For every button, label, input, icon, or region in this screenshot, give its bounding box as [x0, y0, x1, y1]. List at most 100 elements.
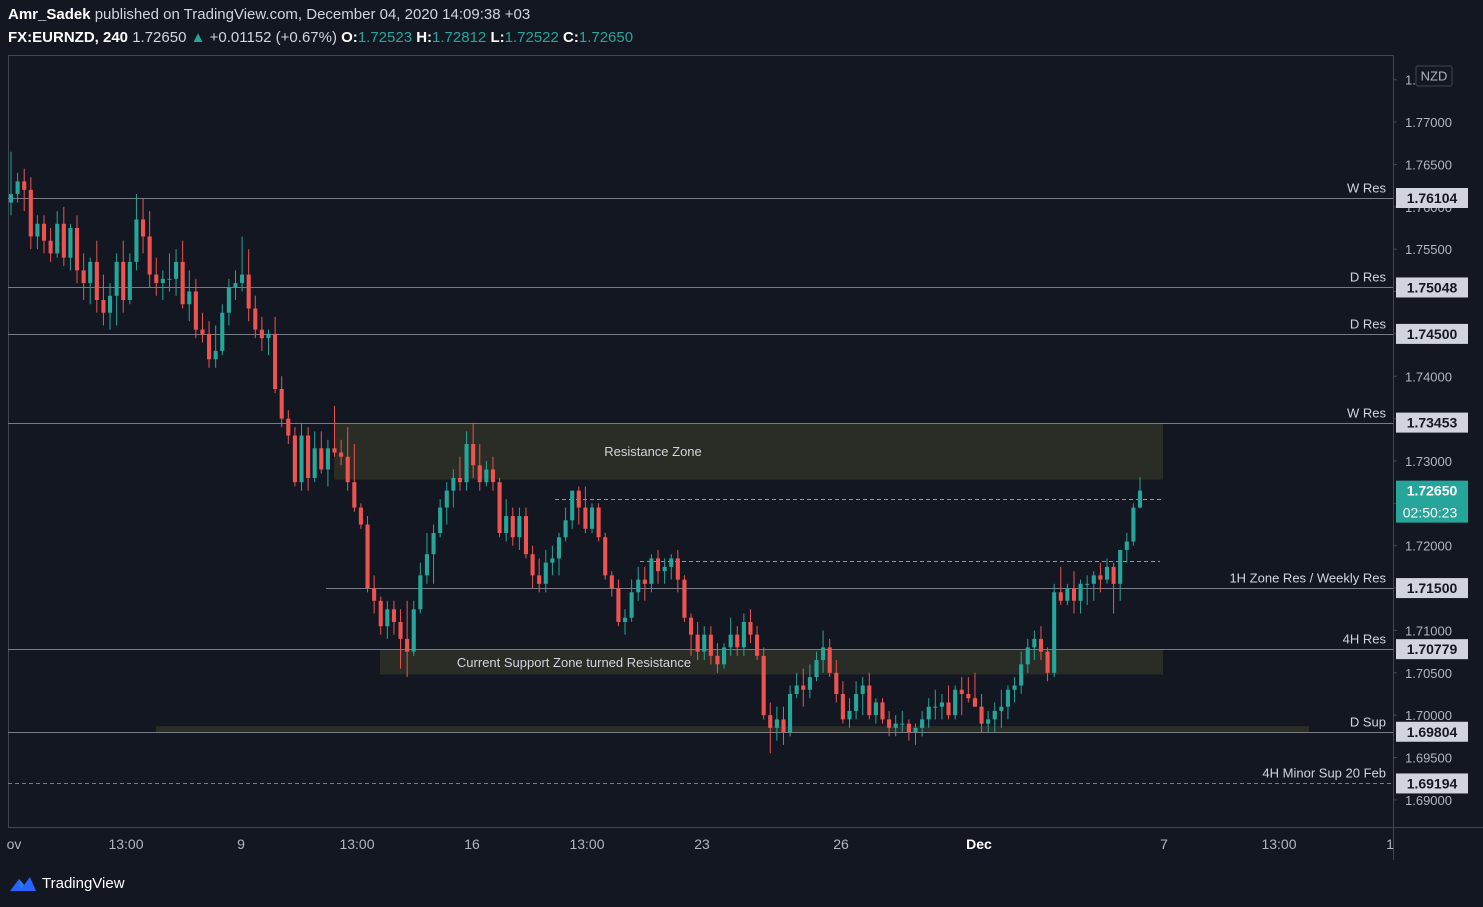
candle-body	[622, 617, 628, 622]
candle-body	[398, 621, 403, 639]
candle-body	[68, 227, 73, 258]
level-price-badge	[1396, 277, 1468, 298]
candle-body	[1012, 685, 1017, 690]
candle-body	[1098, 575, 1103, 580]
candle-body	[464, 444, 469, 483]
zone-label: Current Support Zone turned Resistance	[457, 655, 691, 670]
candle-body	[114, 261, 119, 296]
open-value: 1.72523	[357, 29, 413, 46]
candle-body	[220, 312, 225, 351]
support-band	[156, 726, 1309, 733]
candle-body	[1005, 689, 1010, 707]
symbol-info: FX:EURNZD, 240 1.72650 ▲ +0.01152 (+0.67…	[8, 29, 633, 46]
candle-body	[48, 240, 53, 254]
candle-body	[1118, 549, 1123, 584]
candle-body	[735, 634, 740, 648]
publish-text: published on TradingView.com, December 0…	[94, 6, 531, 23]
candle-body	[873, 702, 878, 716]
candle-body	[517, 516, 522, 538]
candle-body	[979, 706, 984, 724]
price-change: +0.01152 (+0.67%)	[209, 29, 337, 46]
candle-body	[385, 609, 390, 627]
candle-body	[570, 490, 575, 521]
candle-body	[933, 706, 938, 708]
candle-body	[893, 723, 898, 728]
candle-body	[226, 287, 231, 313]
y-axis-label: 1.74000	[1405, 369, 1452, 384]
candle-body	[107, 295, 113, 313]
author-name[interactable]: Amr_Sadek	[8, 6, 91, 23]
low-label: L:	[490, 29, 505, 46]
candle-body	[972, 698, 977, 707]
symbol-name[interactable]: FX:EURNZD, 240	[8, 29, 129, 46]
x-axis-label: 13:00	[569, 836, 604, 852]
candle-body	[200, 329, 205, 334]
candle-body	[1085, 583, 1090, 585]
candle-body	[391, 609, 396, 622]
candle-body	[834, 672, 839, 694]
candle-body	[55, 223, 60, 254]
candle-body	[174, 261, 179, 279]
level-price-text: 1.69804	[1407, 724, 1458, 740]
candle-body	[1071, 588, 1077, 601]
candle-body	[702, 634, 707, 652]
candle-body	[405, 638, 410, 652]
candle-body	[431, 533, 436, 555]
close-value: 1.72650	[578, 29, 634, 46]
candle-body	[332, 448, 337, 453]
y-axis-label: 1.75500	[1405, 242, 1452, 257]
tradingview-logo[interactable]: TradingView	[8, 873, 125, 893]
currency-badge[interactable]	[1415, 65, 1453, 87]
candle-body	[28, 189, 33, 237]
y-axis-label: 1.72000	[1405, 539, 1452, 554]
low-value: 1.72522	[504, 29, 559, 46]
x-axis-label: Dec	[966, 836, 992, 852]
candle-body	[457, 477, 463, 483]
candle-body	[213, 350, 218, 360]
candle-body	[240, 274, 245, 284]
candle-body	[193, 291, 198, 330]
candle-body	[266, 333, 271, 339]
candle-body	[1091, 575, 1096, 584]
candle-body	[141, 219, 146, 237]
candle-body	[761, 655, 766, 716]
level-label: D Res	[1350, 317, 1387, 332]
candle-body	[121, 261, 126, 301]
candle-body	[1025, 647, 1030, 665]
x-axis-label: 1	[1386, 836, 1394, 852]
candle-body	[596, 507, 601, 538]
candle-body	[490, 469, 496, 483]
candle-body	[966, 693, 971, 699]
level-label: 4H Minor Sup 20 Feb	[1262, 766, 1386, 781]
candle-body	[41, 223, 47, 241]
level-price-text: 1.69194	[1407, 775, 1458, 791]
candle-body	[411, 609, 416, 652]
candle-body	[1137, 490, 1143, 508]
candle-body	[325, 448, 330, 470]
publish-info: Amr_Sadek published on TradingView.com, …	[8, 6, 530, 23]
last-price-badge	[1396, 480, 1468, 523]
level-price-badge	[1396, 412, 1468, 433]
level-label: D Res	[1350, 270, 1387, 285]
candle-body	[1038, 638, 1044, 652]
candle-body	[755, 634, 760, 656]
candle-body	[642, 579, 647, 584]
candle-body	[768, 715, 773, 728]
candle-body	[629, 592, 634, 618]
candle-body	[292, 435, 297, 483]
candle-body	[840, 693, 845, 720]
candle-body	[550, 558, 555, 563]
level-price-text: 1.73453	[1407, 415, 1458, 431]
close-label: C:	[563, 29, 579, 46]
candle-body	[649, 558, 654, 584]
candle-body	[94, 261, 99, 301]
candle-body	[715, 655, 720, 665]
candle-body	[583, 507, 588, 529]
candle-body	[365, 524, 370, 589]
high-value: 1.72812	[432, 29, 487, 46]
y-axis-label: 1.77000	[1405, 115, 1452, 130]
x-axis-label: 13:00	[1261, 836, 1296, 852]
candle-body	[576, 490, 581, 508]
candle-body	[682, 579, 687, 618]
